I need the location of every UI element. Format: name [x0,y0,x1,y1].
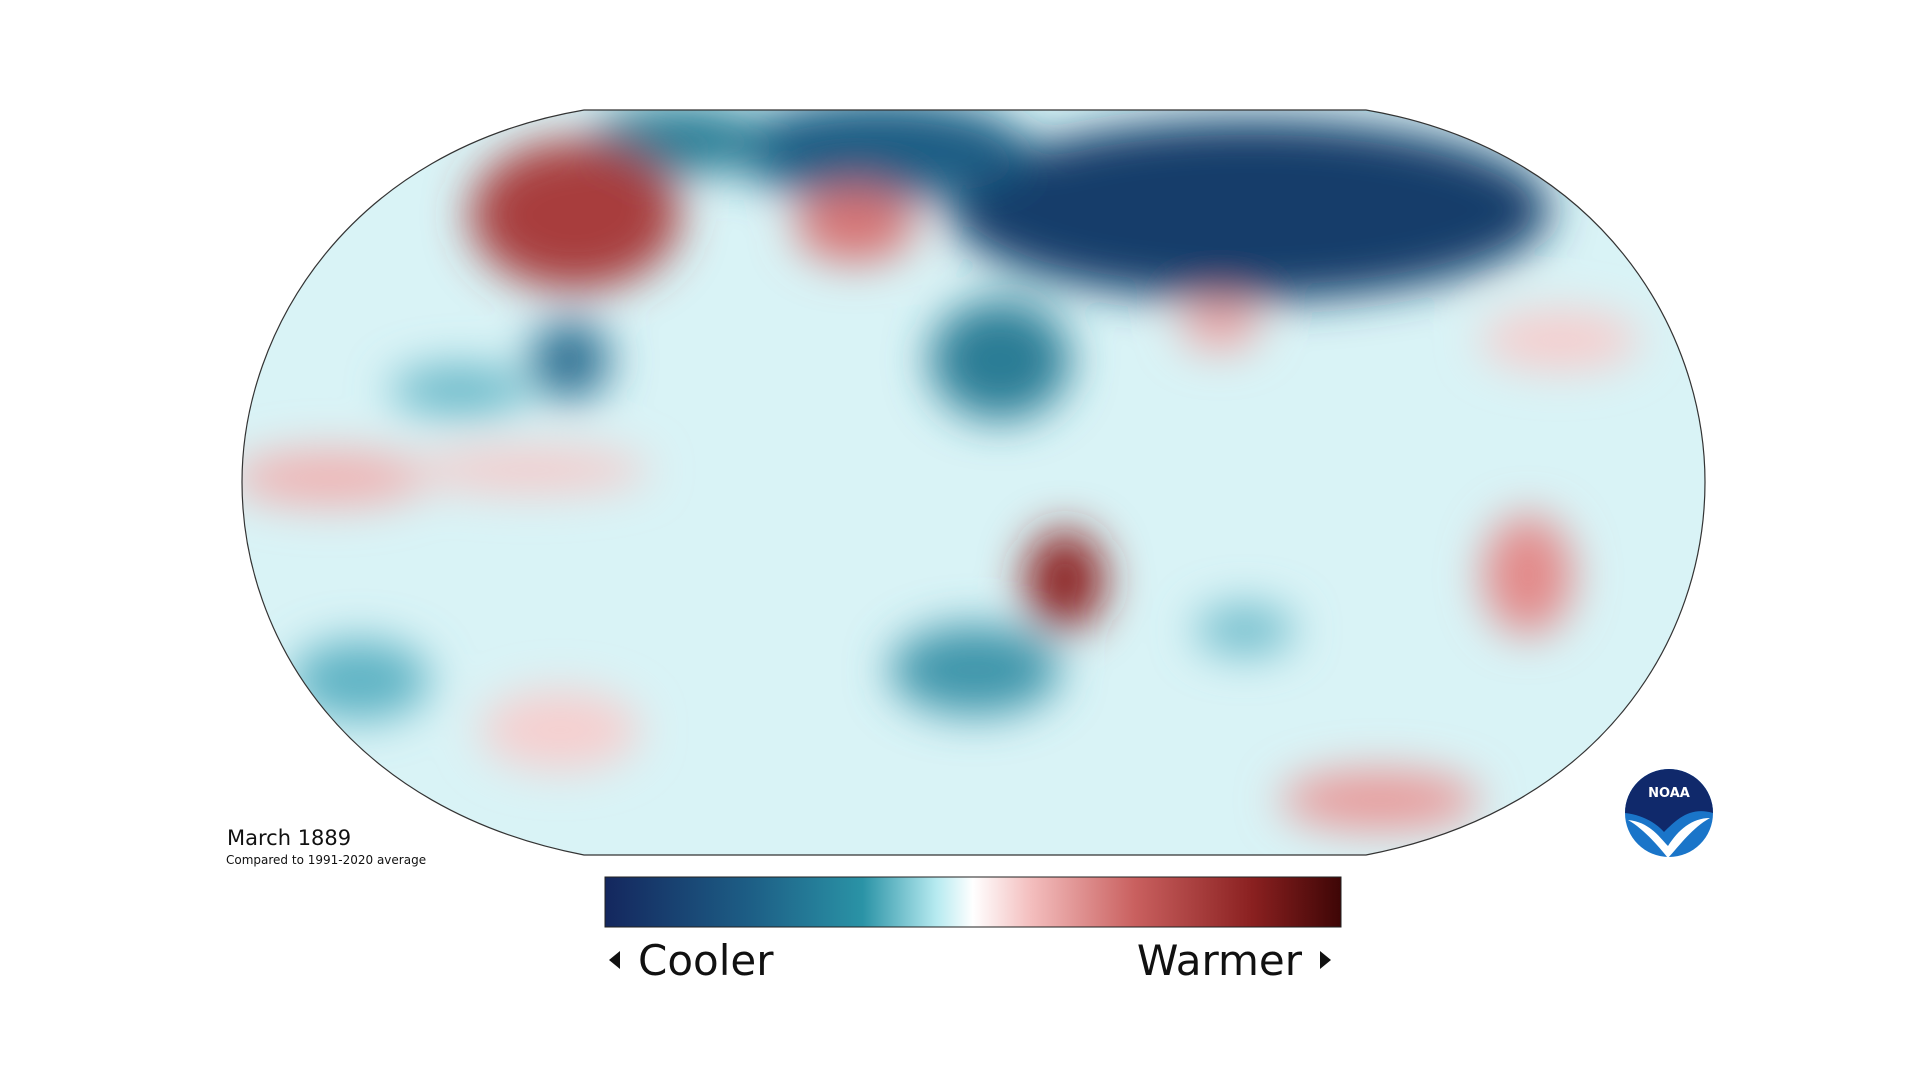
map-outline [241,109,1706,856]
legend-low-label: Cooler [638,936,774,985]
arrow-left [609,951,620,969]
logo-text: NOAA [1648,786,1690,801]
map-title: March 1889 [227,826,351,850]
color-bar [604,876,1342,928]
legend-high-label: Warmer [1137,936,1303,985]
anomaly-map [242,110,1705,855]
noaa-logo: NOAA [1625,769,1713,858]
arrow-right [1320,951,1331,969]
map-subtitle: Compared to 1991-2020 average [226,853,426,867]
